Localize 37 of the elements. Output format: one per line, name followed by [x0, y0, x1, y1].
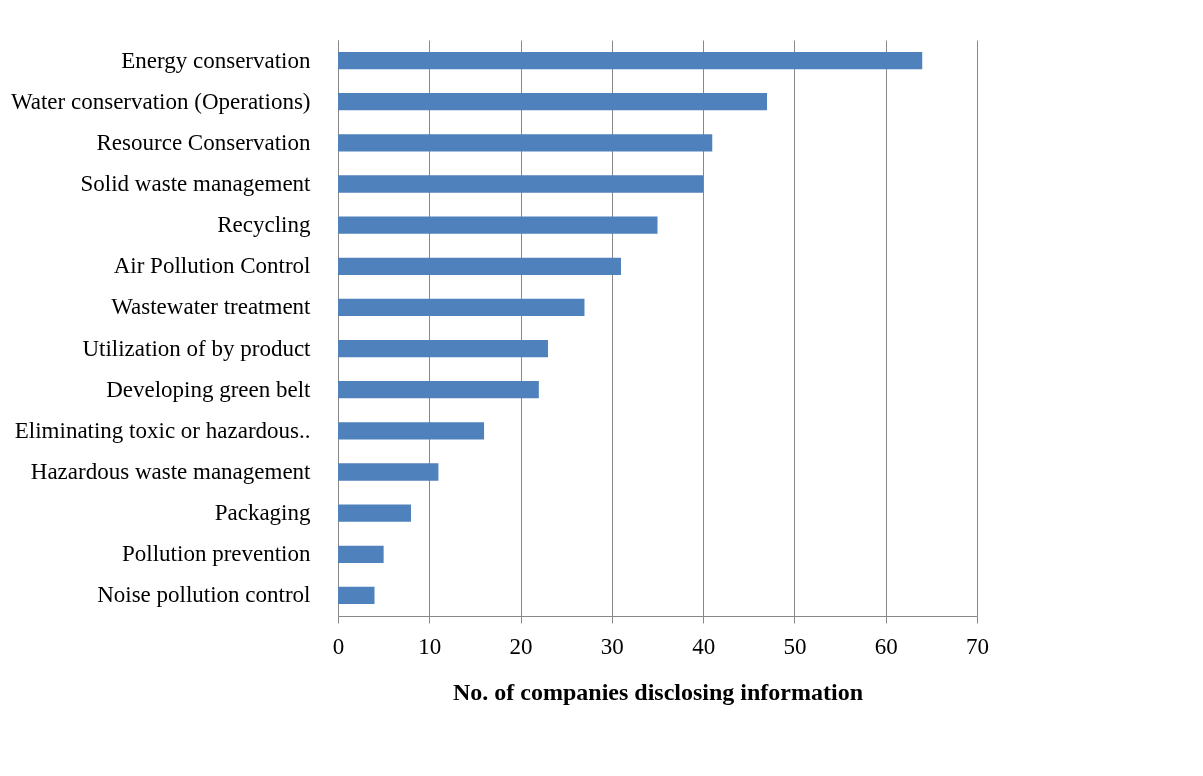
bar — [338, 93, 768, 111]
bar — [338, 504, 412, 522]
bar — [338, 298, 585, 317]
bar — [338, 216, 658, 234]
x-tick-label: 20 — [509, 633, 533, 659]
x-tick-label: 50 — [783, 633, 807, 659]
y-tick-label: Developing green belt — [106, 376, 312, 402]
y-tick-label: Air Pollution Control — [113, 253, 311, 279]
bar — [338, 134, 713, 152]
y-tick-label: Packaging — [214, 500, 311, 526]
bar — [338, 586, 375, 605]
x-tick-label: 70 — [966, 633, 989, 659]
y-tick-label: Noise pollution control — [97, 582, 311, 608]
x-tick-label: 0 — [332, 633, 345, 659]
x-axis-title: No. of companies disclosing information — [452, 678, 864, 705]
bar — [338, 339, 548, 358]
bar — [338, 381, 539, 399]
y-tick-label: Pollution prevention — [122, 541, 311, 567]
y-tick-label: Water conservation (Operations) — [10, 88, 311, 114]
x-tick-label: 10 — [418, 633, 442, 659]
y-tick-label: Energy conservation — [121, 47, 311, 73]
y-tick-label: Recycling — [217, 212, 311, 238]
bar — [338, 463, 439, 481]
bar — [338, 545, 384, 563]
y-tick-label: Utilization of by product — [82, 335, 312, 361]
y-tick-label: Hazardous waste management — [30, 459, 312, 484]
x-tick-label: 30 — [600, 633, 624, 659]
y-tick-label: Eliminating toxic or hazardous.. — [14, 417, 311, 443]
bar — [338, 422, 485, 440]
bar — [338, 175, 704, 193]
y-tick-label: Solid waste management — [80, 171, 312, 196]
bar — [338, 51, 923, 70]
x-tick-label: 60 — [874, 633, 898, 659]
y-tick-label: Resource Conservation — [96, 129, 311, 155]
y-tick-label: Wastewater treatment — [111, 294, 312, 320]
x-tick-label: 40 — [692, 633, 716, 659]
bar — [338, 257, 621, 275]
